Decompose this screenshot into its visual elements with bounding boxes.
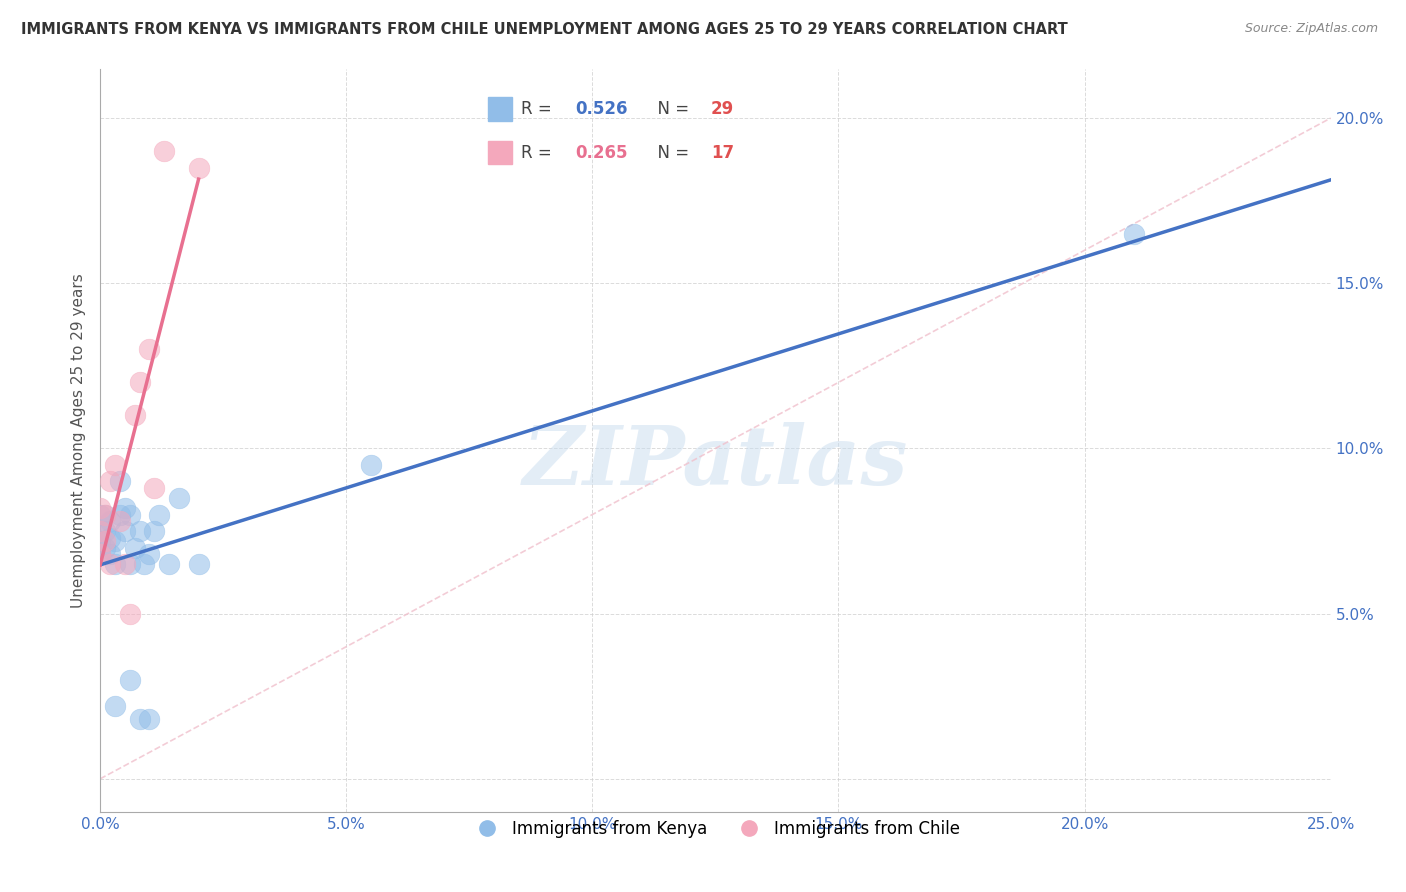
Point	[157, 557, 180, 571]
Point	[104, 699, 127, 714]
Point	[108, 514, 131, 528]
Point	[360, 458, 382, 472]
Point	[118, 673, 141, 687]
Point	[124, 409, 146, 423]
Point	[98, 514, 121, 528]
Text: Source: ZipAtlas.com: Source: ZipAtlas.com	[1244, 22, 1378, 36]
Point	[98, 557, 121, 571]
Point	[118, 557, 141, 571]
Point	[94, 524, 117, 538]
Point	[114, 557, 136, 571]
Point	[118, 508, 141, 522]
Point	[108, 475, 131, 489]
Point	[1122, 227, 1144, 241]
Point	[118, 607, 141, 621]
Point	[89, 524, 111, 538]
Point	[94, 533, 117, 548]
Point	[104, 458, 127, 472]
Y-axis label: Unemployment Among Ages 25 to 29 years: Unemployment Among Ages 25 to 29 years	[72, 273, 86, 607]
Point	[94, 541, 117, 555]
Point	[98, 547, 121, 561]
Point	[114, 524, 136, 538]
Point	[124, 541, 146, 555]
Point	[98, 475, 121, 489]
Legend: Immigrants from Kenya, Immigrants from Chile: Immigrants from Kenya, Immigrants from C…	[464, 814, 967, 845]
Text: IMMIGRANTS FROM KENYA VS IMMIGRANTS FROM CHILE UNEMPLOYMENT AMONG AGES 25 TO 29 : IMMIGRANTS FROM KENYA VS IMMIGRANTS FROM…	[21, 22, 1067, 37]
Point	[143, 524, 166, 538]
Point	[167, 491, 190, 505]
Point	[128, 712, 150, 726]
Point	[134, 557, 156, 571]
Point	[89, 547, 111, 561]
Point	[138, 712, 160, 726]
Point	[98, 531, 121, 545]
Point	[128, 524, 150, 538]
Point	[89, 524, 111, 538]
Point	[187, 161, 209, 175]
Text: ZIPatlas: ZIPatlas	[523, 423, 908, 502]
Point	[89, 533, 111, 548]
Point	[104, 533, 127, 548]
Point	[108, 508, 131, 522]
Point	[138, 343, 160, 357]
Point	[89, 547, 111, 561]
Point	[114, 500, 136, 515]
Point	[138, 547, 160, 561]
Point	[143, 481, 166, 495]
Point	[94, 508, 117, 522]
Point	[94, 508, 117, 522]
Point	[153, 144, 176, 158]
Point	[104, 557, 127, 571]
Point	[89, 508, 111, 522]
Point	[128, 376, 150, 390]
Point	[148, 508, 170, 522]
Point	[187, 557, 209, 571]
Point	[89, 500, 111, 515]
